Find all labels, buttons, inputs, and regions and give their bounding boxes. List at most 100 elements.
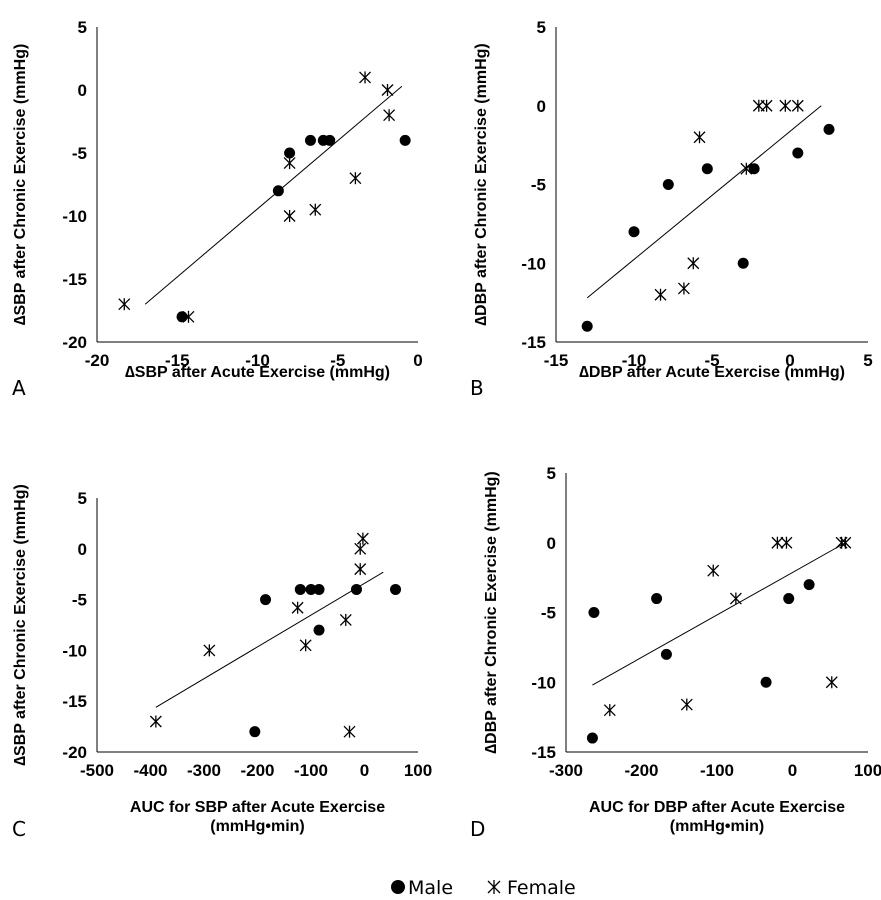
x-tick-label: -15 bbox=[165, 351, 190, 370]
y-tick-label: -15 bbox=[62, 270, 87, 289]
male-point bbox=[313, 624, 325, 636]
male-point bbox=[628, 226, 640, 238]
male-point bbox=[803, 579, 815, 591]
male-point bbox=[737, 257, 749, 269]
x-axis-label: ∆SBP after Acute Exercise (mmHg) bbox=[125, 364, 390, 381]
female-point bbox=[283, 210, 296, 222]
y-tick-label: 5 bbox=[78, 489, 87, 508]
female-point bbox=[343, 725, 356, 738]
male-point bbox=[823, 123, 835, 135]
x-tick-label: -10 bbox=[245, 351, 270, 370]
male-point bbox=[586, 732, 598, 744]
y-tick-label: 5 bbox=[547, 464, 556, 483]
y-tick-label: 0 bbox=[547, 534, 556, 553]
male-point bbox=[660, 648, 672, 660]
male-point bbox=[651, 593, 663, 605]
male-point bbox=[305, 583, 317, 595]
y-tick-label: -10 bbox=[521, 254, 546, 273]
x-axis-label: AUC for SBP after Acute Exercise (mmHg•mi… bbox=[130, 799, 385, 835]
y-tick-label: -10 bbox=[62, 641, 87, 660]
x-axis-label: ∆DBP after Acute Exercise (mmHg) bbox=[579, 364, 845, 381]
female-point bbox=[654, 288, 667, 301]
female-point bbox=[760, 99, 773, 112]
x-tick-label: 100 bbox=[404, 761, 432, 780]
female-point bbox=[291, 601, 304, 614]
x-tick-label: -400 bbox=[133, 761, 167, 780]
y-tick-label: 5 bbox=[537, 18, 546, 37]
legend-female-marker bbox=[487, 880, 501, 894]
x-tick-label: 0 bbox=[360, 761, 369, 780]
female-point bbox=[603, 704, 616, 717]
male-point bbox=[313, 583, 325, 595]
x-tick-label: 0 bbox=[788, 761, 797, 780]
male-point bbox=[792, 147, 804, 159]
female-point bbox=[825, 676, 838, 689]
x-tick-label: -500 bbox=[80, 761, 114, 780]
female-point bbox=[693, 131, 706, 144]
male-point bbox=[176, 311, 188, 323]
y-tick-label: -20 bbox=[62, 743, 87, 762]
y-tick-label: 0 bbox=[537, 97, 546, 116]
x-tick-label: 5 bbox=[863, 351, 872, 370]
male-point bbox=[783, 593, 795, 605]
female-point bbox=[729, 592, 742, 605]
x-tick-label: -20 bbox=[85, 351, 110, 370]
male-point bbox=[272, 185, 284, 197]
female-point bbox=[680, 698, 693, 711]
x-tick-label: -300 bbox=[549, 761, 583, 780]
panel-c: -20 -15 -10 -5 0 5 -500 -400 -300 -200 -100 0 100 AUC… bbox=[12, 484, 432, 841]
x-tick-label: -100 bbox=[294, 761, 328, 780]
y-tick-label: -10 bbox=[62, 207, 87, 226]
trendline bbox=[155, 571, 384, 708]
female-point bbox=[182, 310, 195, 323]
male-point bbox=[581, 320, 593, 332]
y-tick-label: -10 bbox=[531, 673, 556, 692]
y-tick-label: -5 bbox=[541, 604, 556, 623]
female-point bbox=[839, 536, 852, 549]
x-tick-label: -300 bbox=[187, 761, 221, 780]
female-point bbox=[359, 71, 371, 84]
y-tick-label: 0 bbox=[78, 540, 87, 559]
y-tick-label: 0 bbox=[78, 81, 87, 100]
x-tick-label: 0 bbox=[413, 351, 422, 370]
panel-letter: B bbox=[470, 376, 484, 400]
male-point bbox=[249, 726, 261, 738]
panel-a: -20 -15 -10 -5 0 5 -20 -15 -10 -5 0 ∆SBP after Acut… bbox=[12, 18, 423, 400]
male-point bbox=[324, 134, 336, 146]
y-tick-label: -15 bbox=[531, 743, 556, 762]
female-point bbox=[677, 282, 690, 295]
legend: Male Female bbox=[391, 877, 576, 899]
panel-d: -15 -10 -5 0 5 -300 -200 -100 0 100 AUC for DBP af… bbox=[470, 464, 881, 841]
male-point bbox=[390, 583, 402, 595]
female-point bbox=[349, 172, 362, 185]
x-axis-label: AUC for DBP after Acute Exercise (mmHg•mi… bbox=[589, 799, 845, 835]
panel-letter: A bbox=[12, 376, 26, 400]
y-tick-label: 5 bbox=[78, 18, 87, 37]
x-tick-label: 100 bbox=[854, 761, 881, 780]
x-tick-label: -15 bbox=[544, 351, 569, 370]
x-tick-label: -100 bbox=[700, 761, 734, 780]
y-axis-label: ∆SBP after Chronic Exercise (mmHg) bbox=[12, 484, 29, 766]
y-tick-label: -15 bbox=[521, 333, 546, 352]
male-point bbox=[260, 594, 272, 606]
female-point bbox=[740, 162, 753, 175]
y-tick-label: -5 bbox=[531, 176, 546, 195]
y-tick-label: -20 bbox=[62, 333, 87, 352]
male-point bbox=[399, 134, 411, 146]
trendline bbox=[586, 105, 822, 299]
y-axis-label: ∆DBP after Chronic Exercise (mmHg) bbox=[473, 43, 490, 325]
legend-male-marker bbox=[391, 880, 405, 894]
male-point bbox=[760, 676, 772, 688]
male-point bbox=[304, 134, 316, 146]
male-point bbox=[748, 163, 760, 175]
x-tick-label: 0 bbox=[785, 351, 794, 370]
female-point bbox=[203, 644, 216, 657]
panel-b: -15 -10 -5 0 5 -15 -10 -5 0 5 ∆DBP after Acute Exe… bbox=[470, 18, 873, 400]
x-tick-label: -5 bbox=[704, 351, 719, 370]
panel-letter: C bbox=[12, 817, 26, 841]
y-tick-label: -15 bbox=[62, 692, 87, 711]
female-point bbox=[780, 536, 793, 549]
female-point bbox=[771, 536, 784, 549]
y-tick-label: -5 bbox=[72, 591, 87, 610]
